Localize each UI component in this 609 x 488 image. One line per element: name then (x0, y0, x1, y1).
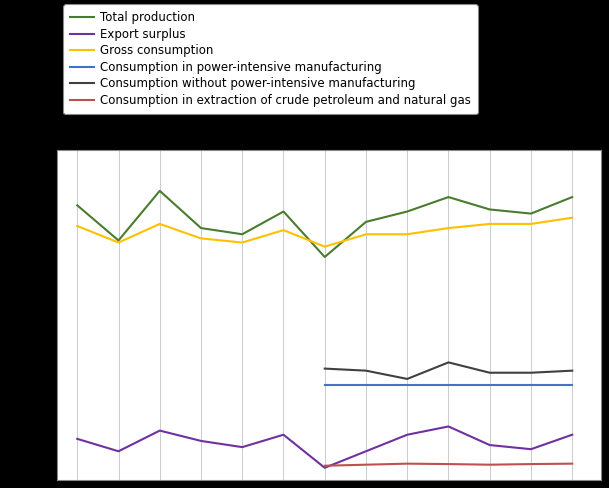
Legend: Total production, Export surplus, Gross consumption, Consumption in power-intens: Total production, Export surplus, Gross … (63, 4, 478, 114)
